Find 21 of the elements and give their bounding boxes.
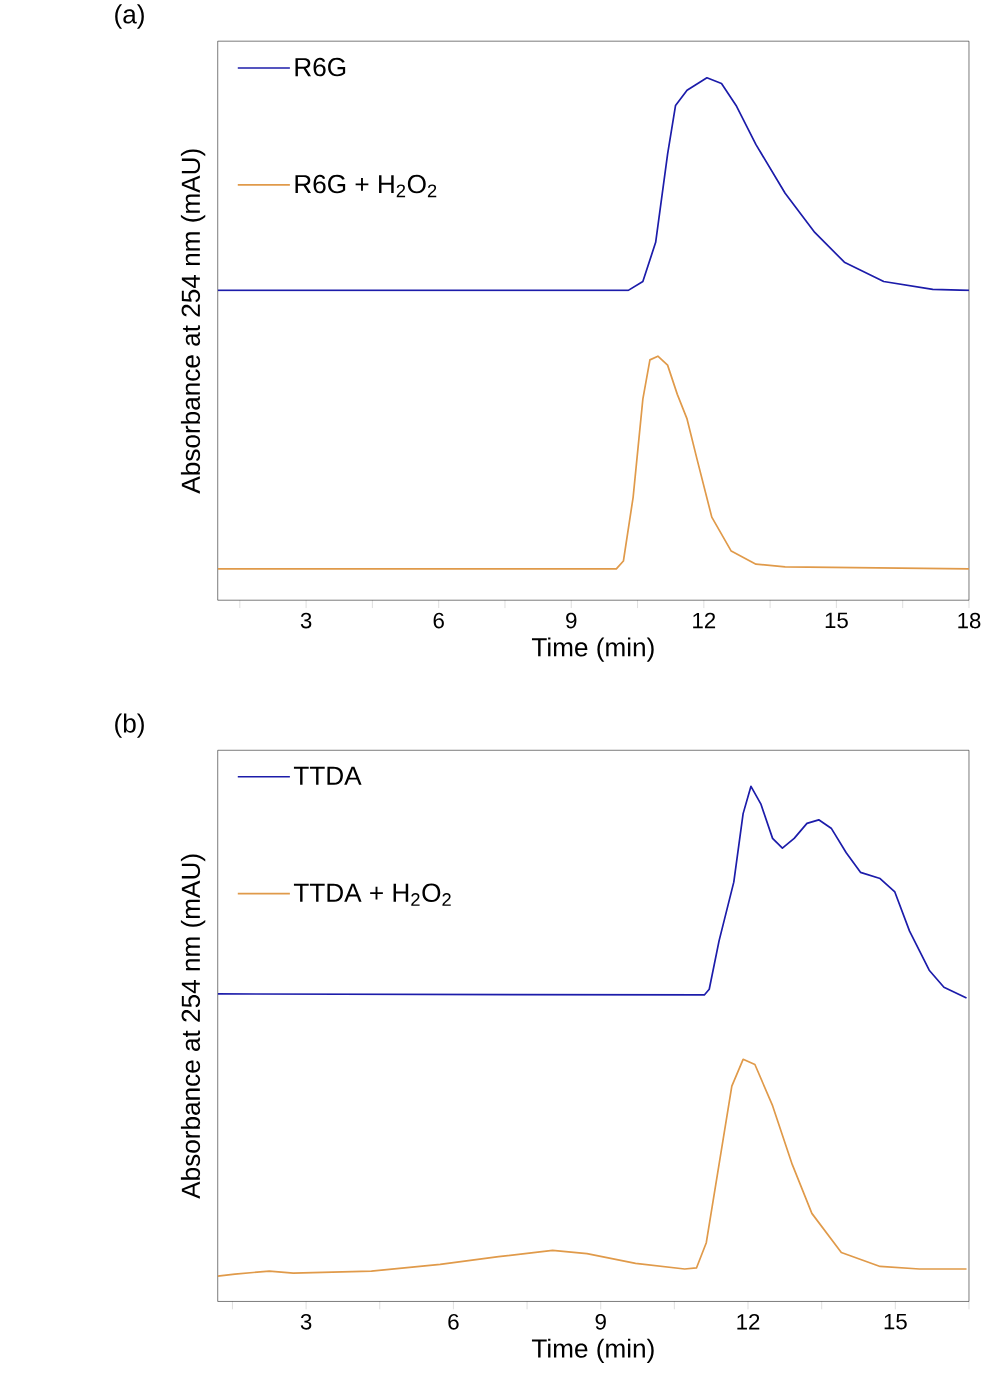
y-axis-title: Absorbance at 254 nm (mAU) [181, 854, 206, 1199]
x-tick-label: 3 [301, 612, 312, 629]
x-tick-label: 9 [595, 1313, 607, 1330]
x-tick-label: 15 [884, 1313, 907, 1330]
legend-label: R6G + H$_{2}$O$_{2}$ [295, 174, 437, 198]
x-tick-label: 6 [433, 612, 445, 629]
x-tick-label: 15 [825, 612, 849, 629]
chart-title: (b) [115, 713, 145, 738]
x-tick-label: 12 [737, 1313, 760, 1330]
x-tick-label: 12 [693, 612, 716, 629]
x-axis-title: Time (min) [532, 1338, 654, 1363]
x-tick-label: 6 [448, 1313, 459, 1330]
x-tick-label: 9 [566, 612, 577, 629]
legend-label: TTDA + H$_{2}$O$_{2}$ [294, 883, 451, 906]
legend-label: R6G [295, 57, 346, 77]
legend-label: TTDA [294, 766, 362, 785]
x-axis-title: Time (min) [532, 637, 654, 662]
y-axis-title: Absorbance at 254 nm (mAU) [181, 149, 206, 494]
x-tick-label: 18 [958, 612, 981, 629]
chart-title: (a) [115, 4, 145, 29]
x-tick-label: 3 [301, 1313, 312, 1330]
